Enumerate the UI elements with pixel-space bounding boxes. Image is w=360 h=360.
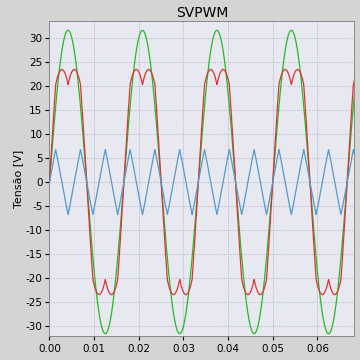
Y-axis label: Tensão [V]: Tensão [V] xyxy=(13,149,23,208)
Title: SVPWM: SVPWM xyxy=(176,5,228,19)
